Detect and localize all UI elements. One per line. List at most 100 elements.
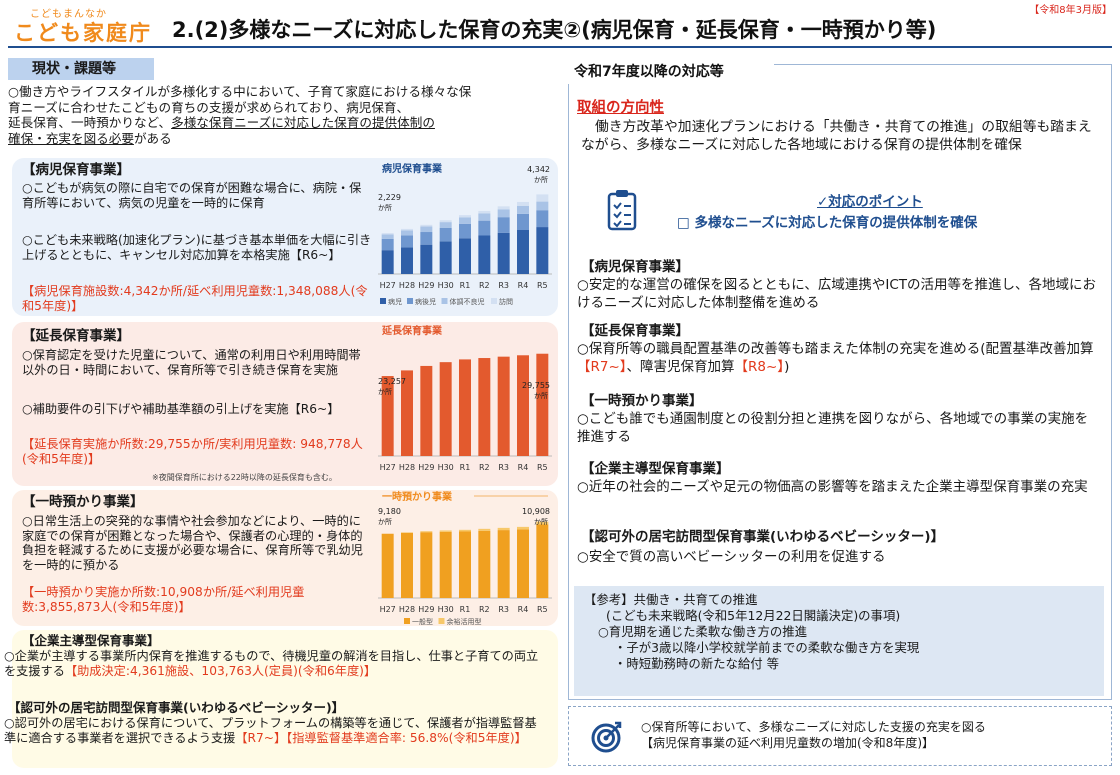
bar (381, 233, 394, 235)
bar (401, 532, 413, 533)
x-tick-label: R4 (518, 605, 529, 614)
item-title: 【一時預かり事業】 (581, 393, 703, 409)
bar (381, 376, 394, 456)
x-tick-label: R4 (518, 463, 529, 472)
x-tick-label: R1 (460, 605, 471, 614)
response-heading: 令和7年度以降の対応等 (566, 60, 774, 84)
x-tick-label: R4 (518, 281, 529, 290)
section-bullet: ○こどもが病気の際に自宅での保育が困難な場合に、病院・保育所等において、病気の児… (22, 181, 362, 210)
legend-swatch (441, 298, 448, 304)
bar (536, 524, 549, 598)
footnote: ※夜間保育所における22時以降の延長保育も含む。 (152, 473, 337, 482)
bar (497, 232, 510, 274)
reference-line: ・時短勤務時の新たな給付 等 (614, 656, 780, 671)
data-label-first: 9,180 (378, 507, 401, 516)
bar (478, 528, 491, 531)
item-body: ○保育所等の職員配置基準の改善等も踏まえた体制の充実を進める(配置基準改善加算【… (577, 341, 1097, 376)
x-tick-label: R2 (479, 281, 490, 290)
item-title: 【病児保育事業】 (581, 259, 689, 275)
x-tick-label: R1 (460, 281, 471, 290)
bar (381, 250, 394, 274)
x-tick-label: H27 (380, 281, 396, 290)
section-bullet: ○こども未来戦略(加速化プラン)に基づき基本単価を大幅に引き上げるとともに、キャ… (22, 233, 372, 262)
bar (478, 530, 491, 598)
item-title: 【認可外の居宅訪問型保育事業(いわゆるベビーシッター)】 (581, 529, 945, 545)
bar (459, 223, 471, 239)
bar (439, 362, 452, 456)
item-body: ○安定的な運営の確保を図るとともに、広域連携やICTの活用等を推進し、各地域にお… (577, 277, 1097, 311)
bar (497, 206, 510, 210)
page-title: 2.(2)多様なニーズに対応した保育の充実②(病児保育・延長保育・一時預かり等) (172, 18, 937, 42)
legend-swatch (404, 618, 410, 624)
intro-emphasis: 確保・充実を図る必要 (8, 130, 134, 146)
target-icon (591, 721, 622, 753)
data-label-unit: か所 (534, 391, 548, 400)
bar (497, 356, 510, 456)
bar (517, 213, 529, 230)
legend-swatch (438, 618, 445, 624)
bar (439, 531, 452, 598)
bar (420, 531, 433, 533)
section-tag: 【R7~】 (235, 730, 287, 745)
section-text: ○企業が主導する事業所内保育を推進するもので、待機児童の解消を目指し、仕事と子育… (4, 649, 539, 678)
legend-swatch (380, 298, 386, 304)
x-tick-label: H30 (438, 463, 454, 472)
chart-title: 延長保育事業 (381, 324, 443, 337)
bar (439, 222, 452, 228)
bar (439, 530, 452, 532)
section-title: 【延長保育事業】 (22, 328, 130, 344)
legend-swatch (491, 298, 497, 304)
bar (381, 533, 394, 598)
data-label-last: 10,908 (522, 507, 550, 516)
x-tick-label: H29 (418, 463, 434, 472)
bar (420, 224, 433, 227)
reference-line: ・子が3歳以降小学校就学前までの柔軟な働き方を実現 (614, 640, 920, 655)
bar (459, 359, 471, 456)
bar (497, 530, 510, 598)
data-label-last: 4,342 (527, 165, 550, 174)
bar (420, 226, 433, 233)
x-tick-label: R5 (537, 281, 548, 290)
section-stat: 【延長保育実施か所数:29,755か所/実利用児童数: 948,778人(令和5… (22, 437, 363, 466)
bar (478, 210, 491, 214)
x-tick-label: H28 (399, 281, 415, 290)
intro-text-part: がある (133, 130, 172, 146)
title-divider (8, 46, 1112, 48)
section-stat: 【指導監督基準適合率: 56.8%(令和5年度)】 (286, 730, 527, 745)
intro-text-part: 延長保育、一時預かりなど、 (8, 115, 172, 130)
direction-body: 働き方改革や加速化プランにおける「共働き・共育ての推進」の取組等も踏まえながら、… (581, 119, 1092, 153)
bar (381, 238, 394, 251)
temporary-care-section: 【一時預かり事業】 ○日常生活上の突発的な事情や社会参加などにより、一時的に家庭… (12, 490, 558, 626)
item-body: ○安全で質の高いベビーシッターの利用を促進する (577, 549, 886, 565)
reference-line: (こども未来戦略(令和5年12月22日閣議決定)の事項) (606, 608, 901, 623)
reference-box: 【参考】共働き・共育ての推進 (こども未来戦略(令和5年12月22日閣議決定)の… (574, 586, 1104, 696)
bar (439, 220, 452, 223)
checklist-icon (607, 190, 637, 231)
brand-logo: こども家庭庁 (14, 21, 152, 45)
sick-childcare-section: 【病児保育事業】 ○こどもが病気の際に自宅での保育が困難な場合に、病院・保育所等… (12, 158, 558, 316)
section-title: 【病児保育事業】 (22, 162, 130, 178)
legend-label: 体調不良児 (450, 297, 485, 306)
item-tag: 【R8~】 (734, 358, 785, 375)
bar (517, 230, 529, 274)
data-label-unit: か所 (378, 517, 392, 526)
section-text: ○認可外の居宅における保育について、プラットフォームの構築等を通じて、保護者が指… (4, 716, 537, 745)
x-tick-label: H30 (438, 605, 454, 614)
bar (517, 355, 529, 456)
bar (459, 238, 471, 274)
intro-line: ○働き方やライフスタイルが多様化する中において、子育て家庭における様々な保 (8, 84, 472, 99)
section-bullet: ○保育認定を受けた児童について、通常の利用日や利用時間帯以外の日・時間において、… (22, 348, 361, 377)
item-text: ) (784, 358, 790, 375)
revision-label: 【令和8年3月版】 (1029, 5, 1112, 16)
bar (401, 228, 413, 231)
bar (517, 526, 529, 530)
corporate-childcare-section: 【企業主導型保育事業】 ○企業が主導する事業所内保育を推進するもので、待機児童の… (4, 630, 558, 768)
bar (401, 532, 413, 598)
item-title: 【企業主導型保育事業】 (581, 461, 730, 477)
section-body: ○認可外の居宅における保育について、プラットフォームの構築等を通じて、保護者が指… (4, 716, 544, 745)
point-label: ✓対応のポイント (817, 194, 923, 210)
reference-line: 【参考】共働き・共育ての推進 (584, 592, 758, 607)
data-label-last: 29,755 (522, 381, 550, 390)
goal-line: 【病児保育事業の延べ利用児童数の増加(令和8年度)】 (641, 736, 935, 750)
